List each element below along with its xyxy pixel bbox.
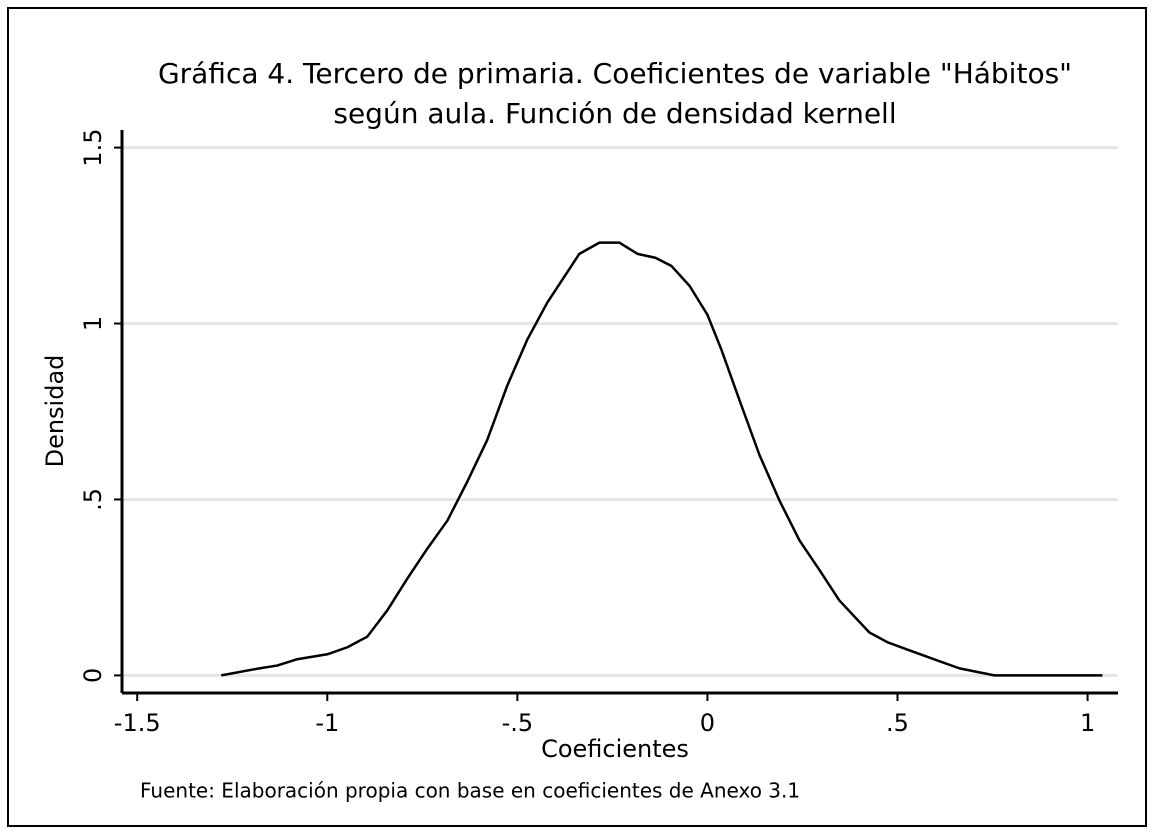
- frame: [7, 7, 1147, 827]
- x-tick-label: 1: [1080, 709, 1095, 737]
- y-axis-label: Densidad: [41, 355, 69, 468]
- x-tick-label: -.5: [502, 709, 534, 737]
- x-tick-label: .5: [886, 709, 909, 737]
- y-tick-label: 0: [79, 668, 107, 683]
- density-line: [220, 241, 1103, 677]
- x-axis-label: Coeficientes: [541, 735, 689, 763]
- chart-title: según aula. Función de densidad kernell: [333, 97, 896, 130]
- chart-title: Gráfica 4. Tercero de primaria. Coeficie…: [158, 57, 1072, 90]
- y-tick-label: 1: [79, 316, 107, 331]
- x-tick-label: -1: [315, 709, 339, 737]
- x-tick-label: -1.5: [114, 709, 161, 737]
- x-tick-label: 0: [700, 709, 715, 737]
- y-tick-label: .5: [79, 488, 107, 511]
- source-note: Fuente: Elaboración propia con base en c…: [140, 779, 800, 803]
- y-tick-label: 1.5: [79, 129, 107, 167]
